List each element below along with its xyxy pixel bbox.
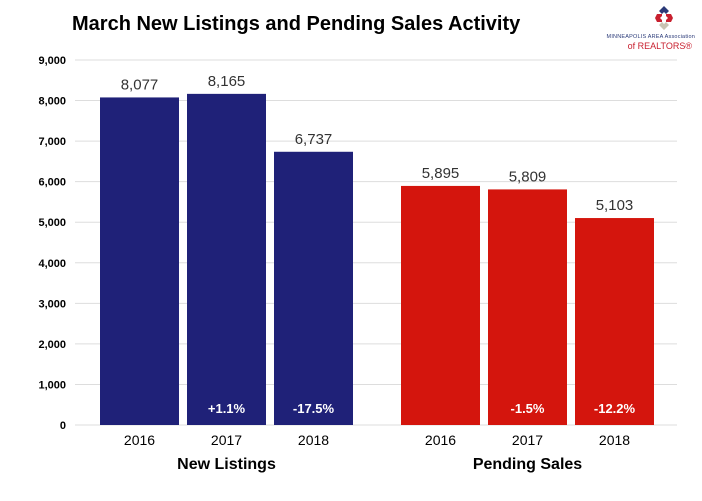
logo-text-association: MINNEAPOLIS AREA Association	[606, 34, 695, 40]
y-tick-label: 4,000	[38, 258, 66, 270]
bar-value-label: 6,737	[295, 131, 333, 148]
x-tick-label: 2018	[599, 432, 630, 448]
change-percent-label: -12.2%	[594, 401, 636, 416]
bar	[575, 218, 654, 425]
change-percent-label: -17.5%	[293, 401, 335, 416]
x-tick-label: 2018	[298, 432, 329, 448]
bar-value-label: 8,077	[121, 76, 159, 93]
bar-value-label: 5,895	[422, 165, 460, 182]
y-tick-label: 0	[60, 420, 66, 432]
bar	[274, 151, 353, 425]
y-tick-label: 6,000	[38, 177, 66, 189]
bar-value-label: 5,809	[509, 168, 547, 185]
bar	[488, 189, 567, 425]
bar-value-label: 8,165	[208, 73, 246, 90]
bars	[100, 93, 654, 426]
y-axis-ticks: 0 1,000 2,000 3,000 4,000 5,000 6,000 7,000 8,00…	[38, 55, 66, 432]
group-label: New Listings	[177, 456, 276, 473]
x-tick-label: 2016	[425, 432, 456, 448]
change-percent-label: +1.1%	[208, 401, 246, 416]
bar	[187, 93, 266, 425]
realtors-logo: MINNEAPOLIS AREA Association of REALTORS…	[595, 4, 695, 51]
group-label: Pending Sales	[473, 456, 582, 473]
x-tick-label: 2017	[512, 432, 543, 448]
y-tick-label: 1,000	[38, 379, 66, 391]
bar-value-label: 5,103	[596, 197, 634, 214]
y-tick-label: 3,000	[38, 298, 66, 310]
x-tick-label: 2017	[211, 432, 242, 448]
y-tick-label: 9,000	[38, 55, 66, 67]
logo-text-realtors: of REALTORS®	[627, 41, 692, 51]
x-tick-label: 2016	[124, 432, 155, 448]
labels: 8,077 2016 8,165 +1.1% 2017 6,737 -17.5% 2018 Ne…	[121, 73, 636, 473]
y-tick-label: 5,000	[38, 217, 66, 229]
chart-title: March New Listings and Pending Sales Act…	[72, 13, 521, 35]
change-percent-label: -1.5%	[511, 401, 545, 416]
y-tick-label: 8,000	[38, 96, 66, 108]
bar	[401, 185, 480, 425]
bar	[100, 97, 179, 426]
logo-mark-icon	[655, 6, 673, 30]
y-tick-label: 2,000	[38, 339, 66, 351]
y-tick-label: 7,000	[38, 136, 66, 148]
